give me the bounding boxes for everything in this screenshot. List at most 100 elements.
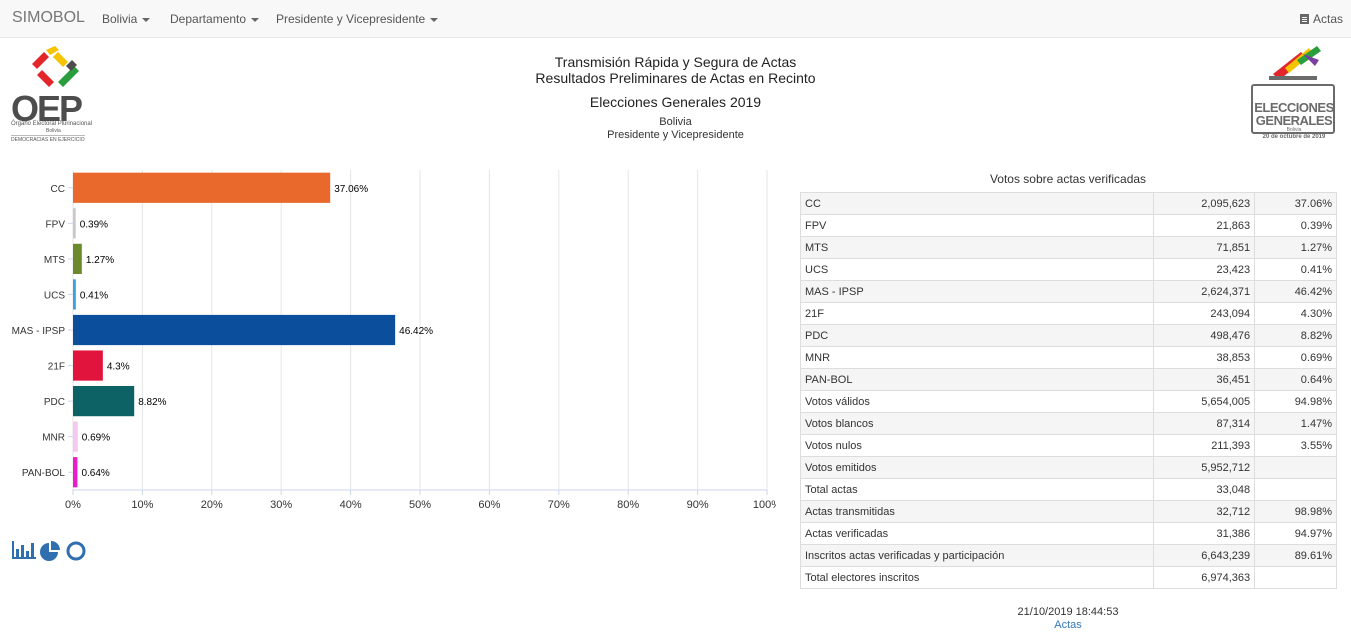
nav-dropdown-label: Departamento [170, 12, 247, 26]
table-row: PAN-BOL 36,451 0.64% [799, 368, 1337, 391]
table-row: Actas transmitidas 32,712 98.98% [799, 500, 1337, 523]
caret-down-icon [251, 17, 260, 22]
table-cell-votes: 2,095,623 [1153, 192, 1256, 215]
bar [73, 172, 331, 203]
elecciones-logo-text3: Bolivia [1286, 127, 1302, 133]
x-tick-label: 20% [201, 499, 223, 510]
table-row: Total actas 33,048 [799, 478, 1337, 501]
table-cell-label: 21F [799, 302, 1155, 325]
elecciones-logo-frame [1251, 84, 1335, 134]
nav-actas-label: Actas [1312, 12, 1343, 26]
table-cell-votes: 32,712 [1153, 500, 1256, 523]
caret-down-icon [142, 17, 151, 22]
table-cell-percent: 0.69% [1254, 346, 1337, 369]
table-row: MTS 71,851 1.27% [799, 236, 1337, 259]
x-tick-label: 40% [340, 499, 362, 510]
bar-chart-icon[interactable] [12, 541, 36, 560]
table-cell-label: MTS [799, 236, 1155, 259]
table-cell-label: Votos emitidos [799, 456, 1155, 479]
oep-logo-emblem-icon [32, 46, 79, 87]
table-cell-percent [1254, 566, 1337, 589]
table-row: PDC 498,476 8.82% [799, 324, 1337, 347]
document-icon [1299, 14, 1309, 24]
table-cell-percent: 1.27% [1254, 236, 1337, 259]
page-header: Transmisión Rápida y Segura de Actas Res… [0, 54, 1351, 142]
table-cell-label: Votos válidos [799, 390, 1155, 413]
table-cell-percent: 0.41% [1254, 258, 1337, 281]
oep-logo-line2: Bolivia [46, 128, 61, 134]
bar-data-label: 4.3% [107, 362, 130, 373]
table-cell-label: Total actas [799, 478, 1155, 501]
table-cell-percent: 89.61% [1254, 544, 1337, 567]
nav-dropdown-presidente[interactable]: Presidente y Vicepresidente [276, 12, 439, 26]
table-cell-label: CC [799, 192, 1155, 215]
pie-chart-icon[interactable] [40, 541, 61, 561]
navbar-brand[interactable]: SIMOBOL [12, 9, 85, 26]
table-cell-votes: 2,624,371 [1153, 280, 1256, 303]
top-navbar: SIMOBOL Bolivia Departamento Presidente … [0, 0, 1351, 38]
table-cell-percent: 8.82% [1254, 324, 1337, 347]
x-tick-label: 70% [548, 499, 570, 510]
x-tick-label: 30% [270, 499, 292, 510]
table-row: MAS - IPSP 2,624,371 46.42% [799, 280, 1337, 303]
bar [73, 457, 78, 488]
header-title-1: Transmisión Rápida y Segura de Actas [554, 54, 797, 70]
elecciones-logo-text2: GENERALES [1255, 113, 1333, 128]
donut-chart-icon[interactable] [66, 541, 86, 561]
elecciones-logo-text4: 20 de octubre de 2019 [1262, 134, 1326, 140]
table-cell-percent: 3.55% [1254, 434, 1337, 457]
table-cell-votes: 38,853 [1153, 346, 1256, 369]
table-cell-label: Inscritos actas verificadas y participac… [799, 544, 1155, 567]
table-cell-percent: 94.98% [1254, 390, 1337, 413]
table-row: Votos blancos 87,314 1.47% [799, 412, 1337, 435]
table-cell-label: Total electores inscritos [799, 566, 1155, 589]
bar-data-label: 46.42% [399, 326, 433, 337]
table-row: CC 2,095,623 37.06% [799, 192, 1337, 215]
y-category-label: FPV [46, 219, 66, 230]
oep-logo: OEP Órgano Electoral Plurinacional Boliv… [10, 46, 102, 146]
elecciones-logo-text1: ELECCIONES [1254, 100, 1334, 115]
footer-actas-link[interactable]: Actas [1054, 619, 1082, 631]
table-cell-votes: 243,094 [1153, 302, 1256, 325]
nav-dropdown-label: Presidente y Vicepresidente [276, 12, 426, 26]
oep-logo-line3: DEMOCRACIAS EN EJERCICIO [11, 135, 85, 143]
table-cell-percent: 4.30% [1254, 302, 1337, 325]
table-cell-votes: 21,863 [1153, 214, 1256, 237]
footer-timestamp: 21/10/2019 18:44:53 [1017, 606, 1119, 618]
table-row: Votos válidos 5,654,005 94.98% [799, 390, 1337, 413]
table-cell-label: MNR [799, 346, 1155, 369]
table-cell-votes: 36,451 [1153, 368, 1256, 391]
nav-actas-link[interactable]: Actas [1299, 12, 1343, 26]
table-cell-percent [1254, 478, 1337, 501]
table-cell-votes: 5,654,005 [1153, 390, 1256, 413]
table-cell-votes: 87,314 [1153, 412, 1256, 435]
table-row: FPV 21,863 0.39% [799, 214, 1337, 237]
table-cell-percent: 98.98% [1254, 500, 1337, 523]
oep-logo-text: OEP [11, 88, 83, 129]
table-cell-percent: 94.97% [1254, 522, 1337, 545]
nav-dropdown-departamento[interactable]: Departamento [170, 12, 260, 26]
x-tick-label: 80% [617, 499, 639, 510]
y-category-label: PDC [44, 397, 65, 408]
table-cell-votes: 211,393 [1153, 434, 1256, 457]
header-title-2: Resultados Preliminares de Actas en Reci… [535, 70, 816, 86]
table-cell-votes: 23,423 [1153, 258, 1256, 281]
table-cell-label: PAN-BOL [799, 368, 1155, 391]
bar [73, 314, 396, 346]
x-tick-label: 10% [131, 499, 153, 510]
x-tick-label: 90% [687, 499, 709, 510]
bar-data-label: 0.39% [80, 219, 108, 230]
table-cell-percent [1254, 456, 1337, 479]
table-cell-percent: 1.47% [1254, 412, 1337, 435]
y-category-label: UCS [44, 290, 65, 301]
table-cell-label: Actas verificadas [799, 522, 1155, 545]
table-cell-percent: 37.06% [1254, 192, 1337, 215]
table-cell-label: Votos blancos [799, 412, 1155, 435]
nav-dropdown-bolivia[interactable]: Bolivia [102, 12, 151, 26]
table-cell-votes: 71,851 [1153, 236, 1256, 259]
x-tick-label: 50% [409, 499, 431, 510]
caret-down-icon [430, 17, 439, 22]
y-category-label: CC [51, 184, 65, 195]
table-row: Votos nulos 211,393 3.55% [799, 434, 1337, 457]
bar-data-label: 1.27% [86, 255, 114, 266]
